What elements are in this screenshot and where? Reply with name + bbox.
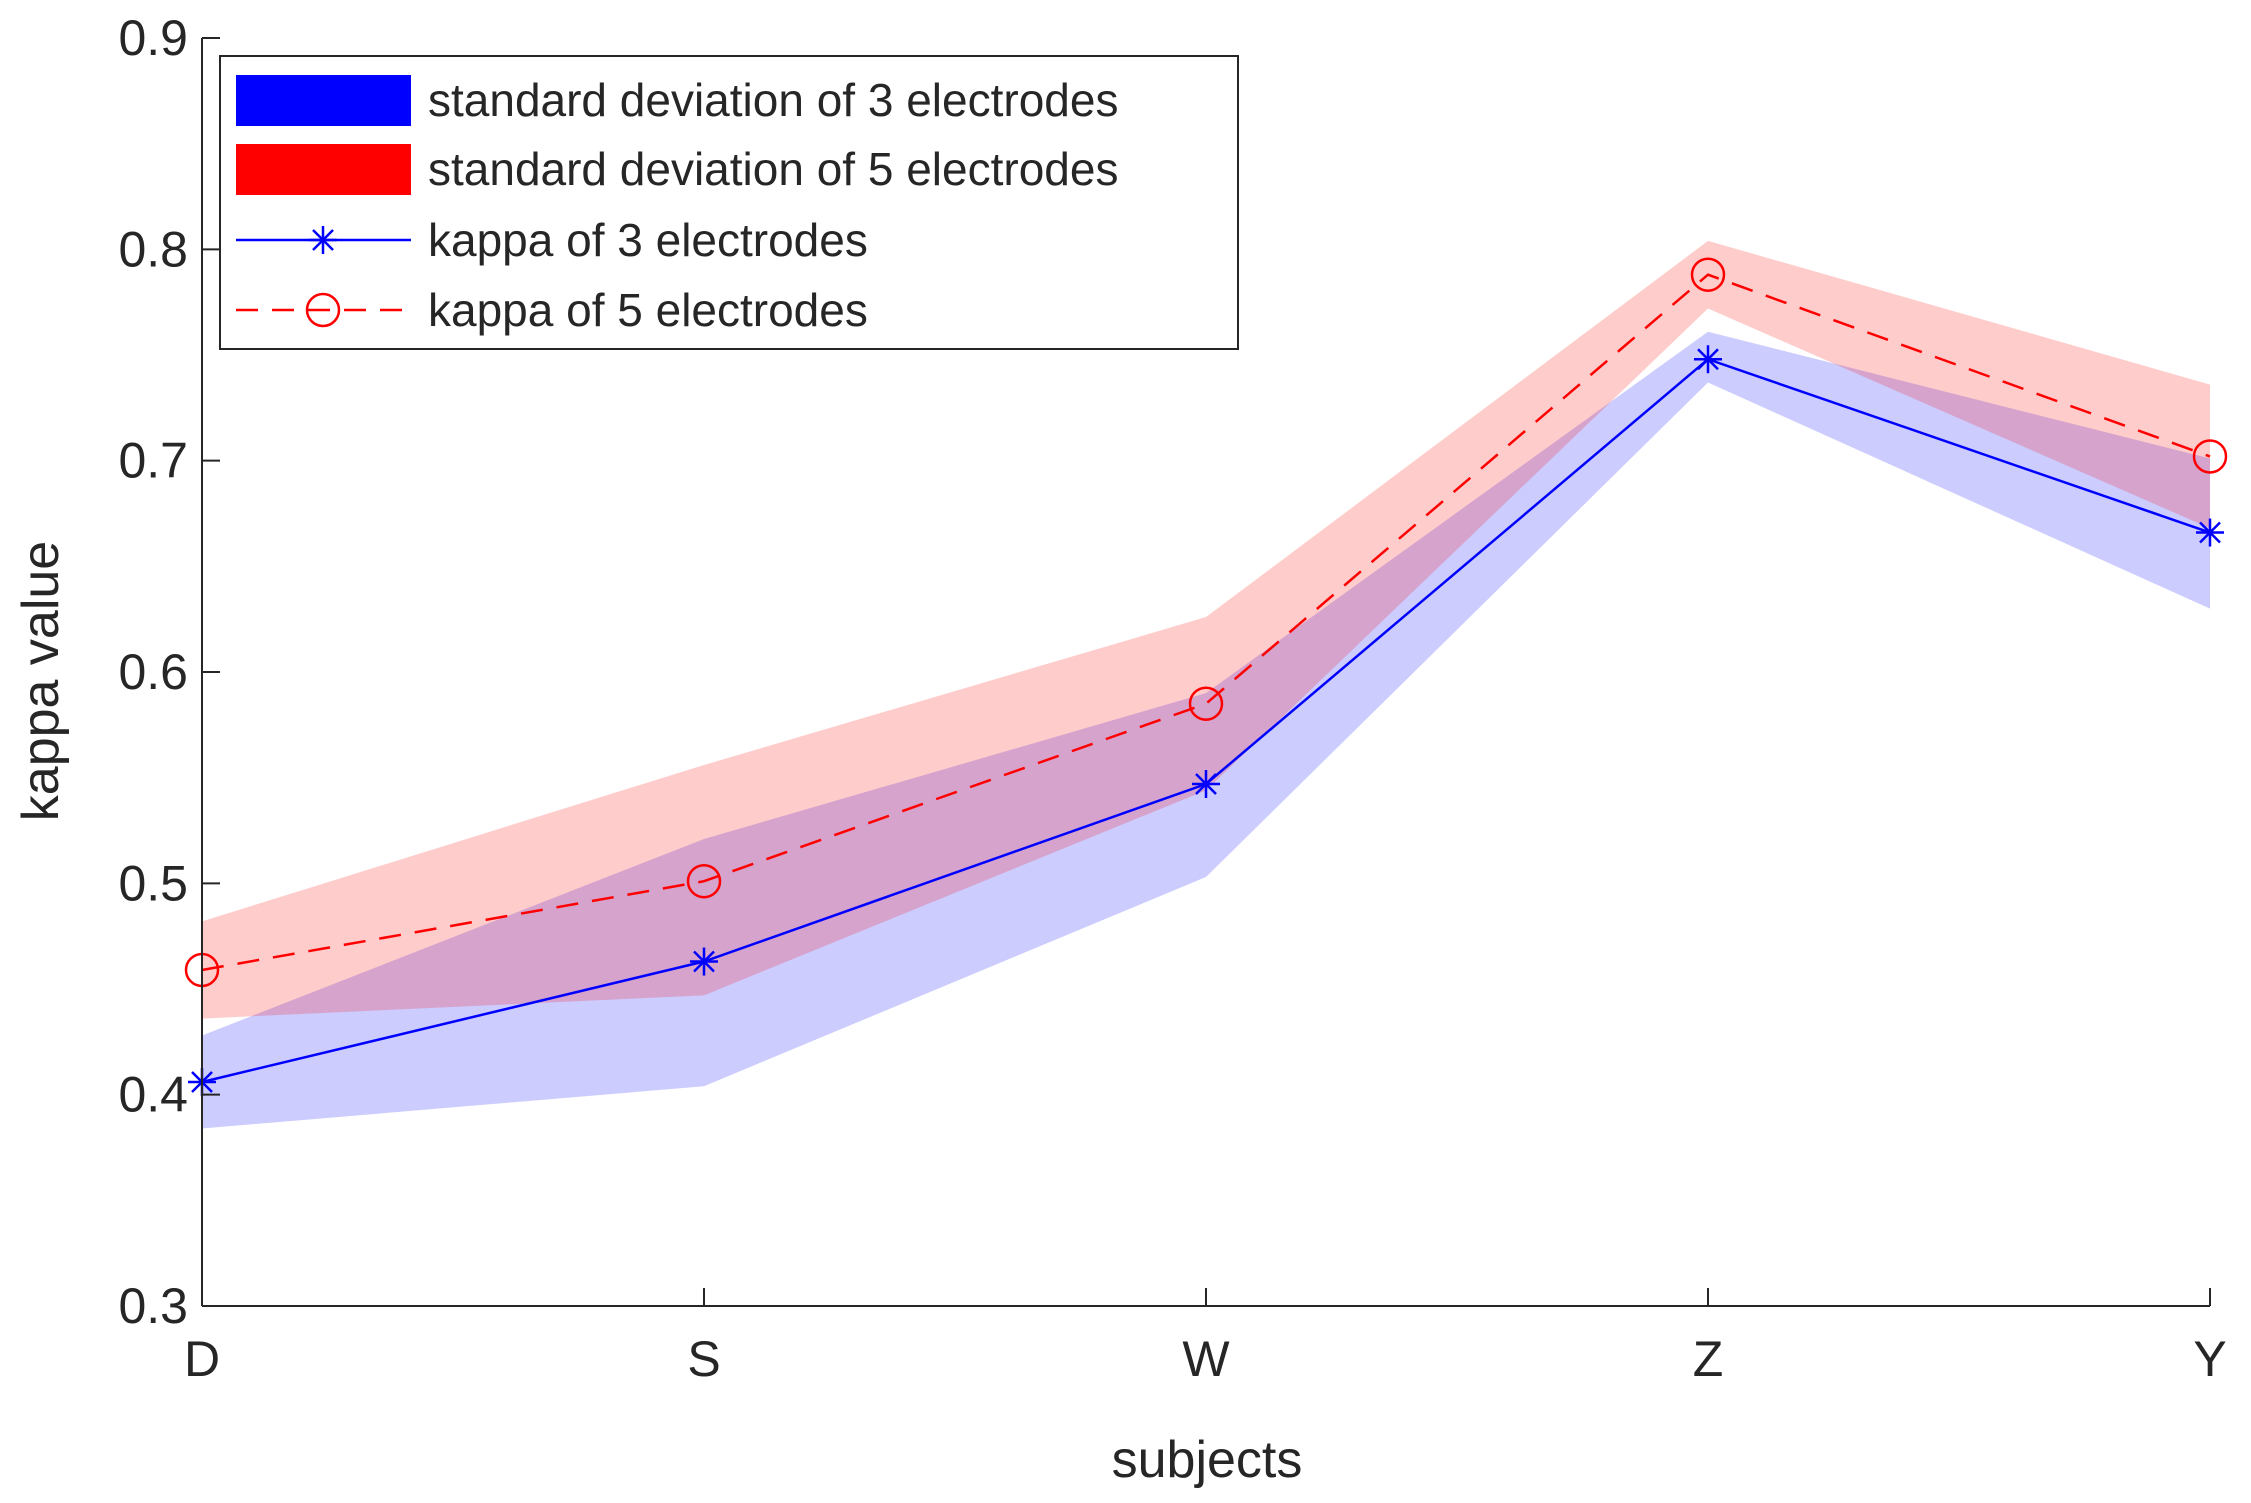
legend-label-band-5: standard deviation of 5 electrodes [428, 143, 1118, 195]
series-markers [184, 257, 2228, 1096]
x-tick-label: Z [1693, 1331, 1724, 1387]
data-point-3-Y [2196, 518, 2224, 547]
legend-marker-5 [305, 292, 341, 328]
data-point-5-S [686, 863, 722, 899]
legend-swatch-band-5 [236, 144, 411, 195]
axes [201, 37, 2211, 1307]
y-tick-label: 0.4 [118, 1067, 188, 1123]
legend-swatch-band-3 [236, 75, 411, 126]
y-tick-label: 0.8 [118, 221, 188, 277]
y-axis-title: kappa value [12, 541, 70, 821]
std-band-3-electrodes [202, 331, 2210, 1129]
tick-labels: 0.3 0.4 0.5 0.6 0.7 0.8 0.9 D S W Z Y [118, 10, 2226, 1387]
y-tick-label: 0.6 [118, 644, 188, 700]
data-point-3-Z [1694, 345, 1722, 374]
data-point-5-W [1188, 686, 1224, 721]
legend: standard deviation of 3 electrodes stand… [219, 55, 1239, 350]
legend-label-line-3: kappa of 3 electrodes [428, 214, 868, 266]
x-tick-label: W [1182, 1331, 1230, 1387]
data-point-5-Y [2192, 439, 2228, 474]
series-line-5-electrodes [201, 273, 2211, 972]
y-tick-label: 0.3 [118, 1278, 188, 1334]
y-tick-label: 0.9 [118, 10, 188, 66]
x-tick-label: D [184, 1331, 220, 1387]
data-point-3-S [690, 947, 718, 976]
data-point-5-Z [1690, 257, 1726, 292]
legend-marker-3 [309, 226, 337, 254]
x-tick-label: Y [2193, 1331, 2226, 1387]
y-tick-label: 0.7 [118, 433, 188, 489]
std-band-5-electrodes [202, 240, 2210, 1019]
legend-label-band-3: standard deviation of 3 electrodes [428, 74, 1118, 126]
data-point-3-W [1192, 770, 1220, 799]
legend-label-line-5: kappa of 5 electrodes [428, 284, 868, 336]
x-axis-title: subjects [1112, 1431, 1303, 1489]
std-bands [202, 240, 2210, 1129]
y-tick-label: 0.5 [118, 855, 188, 911]
x-tick-label: S [687, 1331, 720, 1387]
